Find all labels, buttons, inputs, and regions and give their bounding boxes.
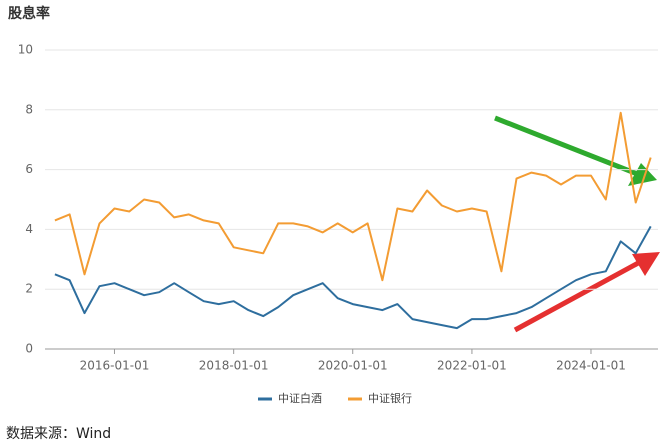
arrows (494, 115, 660, 333)
y-tick-label: 8 (25, 102, 33, 116)
x-tick-label: 2022-01-01 (437, 359, 507, 373)
green-arrow (494, 115, 641, 178)
red-arrow (513, 259, 642, 333)
legend-label: 中证白酒 (278, 391, 322, 405)
green-arrow-head (628, 163, 657, 186)
series-line (54, 225, 652, 330)
x-tick-label: 2020-01-01 (318, 359, 388, 373)
x-tick-label: 2018-01-01 (199, 359, 269, 373)
x-tick-label: 2016-01-01 (80, 359, 150, 373)
y-tick-label: 10 (18, 43, 33, 57)
chart-title: 股息率 (8, 5, 50, 22)
x-tick-label: 2024-01-01 (556, 359, 626, 373)
y-tick-label: 0 (25, 342, 33, 356)
series-line (54, 111, 652, 282)
legend-label: 中证银行 (368, 391, 412, 405)
red-arrow-head (632, 252, 660, 276)
y-tick-label: 6 (25, 162, 33, 176)
y-tick-label: 4 (25, 222, 33, 236)
source-note: 数据来源：Wind (6, 426, 111, 442)
y-tick-label: 2 (25, 282, 33, 296)
